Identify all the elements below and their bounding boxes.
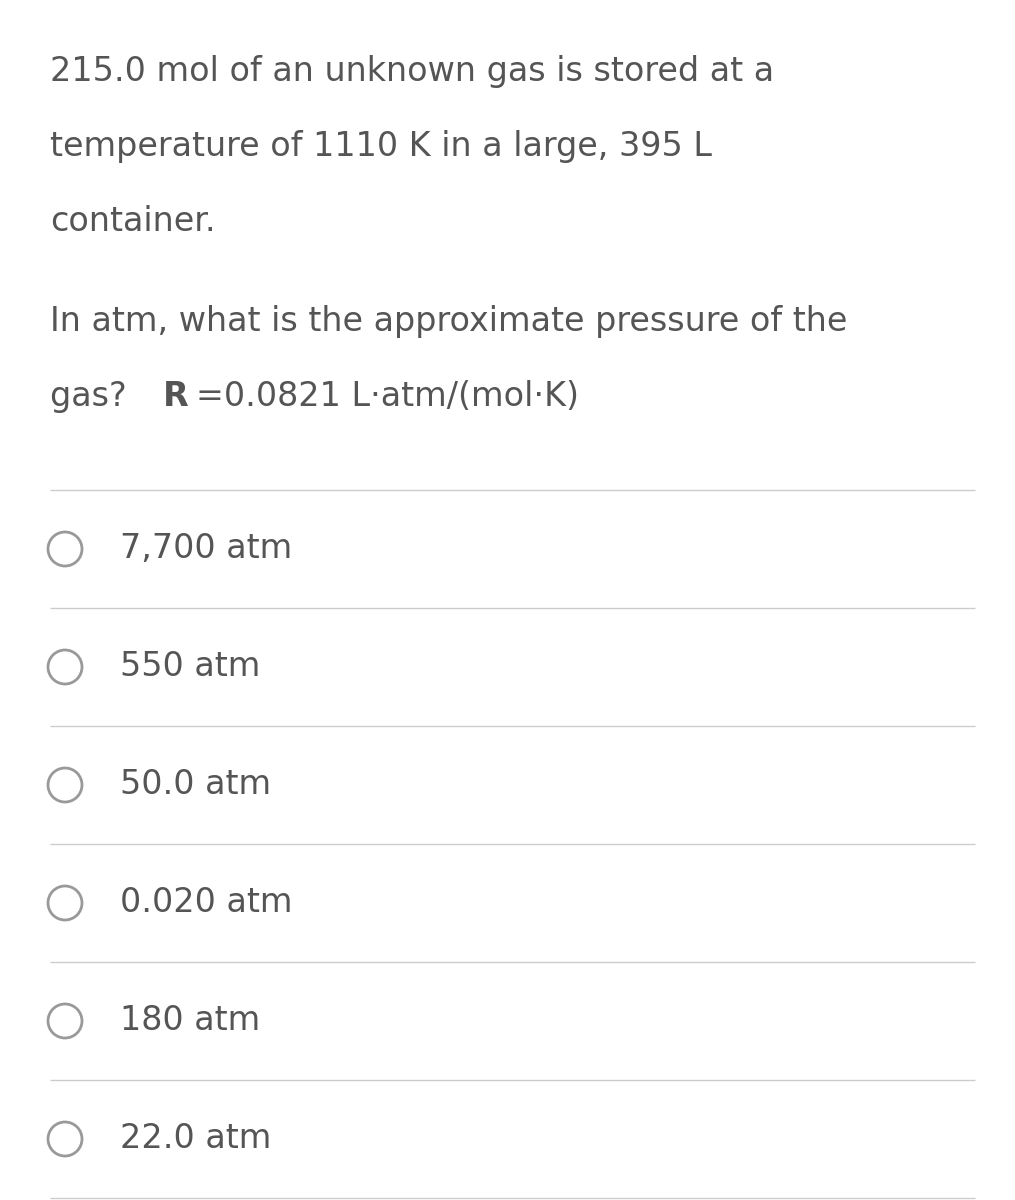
Text: 180 atm: 180 atm: [120, 1004, 260, 1038]
Text: temperature of 1110 K in a large, 395 L: temperature of 1110 K in a large, 395 L: [50, 130, 712, 163]
Text: 50.0 atm: 50.0 atm: [120, 768, 271, 802]
Text: gas?: gas?: [50, 380, 137, 413]
Text: 22.0 atm: 22.0 atm: [120, 1122, 271, 1156]
Text: 215.0 mol of an unknown gas is stored at a: 215.0 mol of an unknown gas is stored at…: [50, 55, 774, 88]
Text: 7,700 atm: 7,700 atm: [120, 533, 292, 565]
Text: R: R: [162, 380, 189, 413]
Text: 0.020 atm: 0.020 atm: [120, 887, 292, 919]
Text: 550 atm: 550 atm: [120, 650, 261, 684]
Text: container.: container.: [50, 205, 215, 238]
Text: In atm, what is the approximate pressure of the: In atm, what is the approximate pressure…: [50, 305, 848, 338]
Text: =0.0821 L·atm/(mol·K): =0.0821 L·atm/(mol·K): [196, 380, 579, 413]
